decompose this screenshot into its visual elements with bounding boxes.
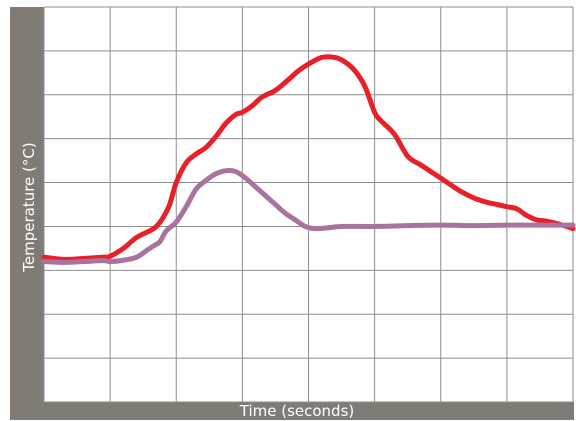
y-axis-band <box>10 7 44 402</box>
series-group <box>41 54 576 265</box>
series-line-2 <box>41 167 576 265</box>
x-axis-label: Time (seconds) <box>239 402 355 420</box>
x-axis-band <box>10 402 574 420</box>
series-line-1 <box>41 54 576 262</box>
y-axis-label: Temperature (°C) <box>20 142 38 272</box>
